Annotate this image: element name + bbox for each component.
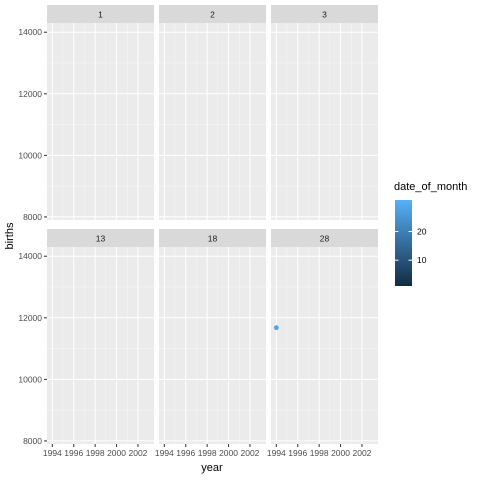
- facet-strip-label: 3: [322, 10, 327, 20]
- facet-strip: [159, 5, 266, 23]
- facet-panels: 1 2 3 13 18 28: [47, 5, 378, 444]
- facet-panel-18: 18: [159, 229, 266, 444]
- x-tick-label: 2002: [128, 448, 147, 458]
- facet-strip-label: 13: [96, 234, 106, 244]
- panel-background: [47, 23, 154, 220]
- x-tick-label: 2000: [331, 448, 350, 458]
- facet-strip: [271, 229, 378, 247]
- data-point: [273, 325, 279, 331]
- facet-strip: [271, 5, 378, 23]
- y-tick-label: 10000: [18, 150, 42, 160]
- x-tick-label: 1994: [43, 448, 62, 458]
- y-axes: 8000 10000 12000 14000 8000 10000 12000 14000: [18, 27, 47, 446]
- y-axis-title: births: [4, 222, 16, 249]
- x-tick-label: 1996: [288, 448, 307, 458]
- panel-background: [159, 247, 266, 444]
- facet-panel-1: 1: [47, 5, 154, 220]
- panel-background: [271, 23, 378, 220]
- facet-strip: [47, 5, 154, 23]
- facet-strip-label: 28: [320, 234, 330, 244]
- x-axis: 1994 1996 1998 2000 2002 1994 1996 1998 2000 2002…: [43, 444, 372, 458]
- x-tick-label: 1998: [198, 448, 217, 458]
- facet-panel-2: 2: [159, 5, 266, 220]
- x-tick-label: 2000: [107, 448, 126, 458]
- x-tick-label: 2002: [240, 448, 259, 458]
- y-tick-label: 12000: [18, 89, 42, 99]
- x-tick-label: 1996: [176, 448, 195, 458]
- y-tick-label: 14000: [18, 251, 42, 261]
- facet-strip: [159, 229, 266, 247]
- y-tick-label: 8000: [23, 212, 42, 222]
- colorbar-tick-label: 10: [417, 255, 427, 265]
- y-tick-label: 10000: [18, 374, 42, 384]
- x-tick-label: 1996: [64, 448, 83, 458]
- x-tick-label: 1998: [86, 448, 105, 458]
- panel-background: [47, 247, 154, 444]
- facet-panel-28: 28: [271, 229, 378, 444]
- x-tick-label: 2000: [219, 448, 238, 458]
- x-tick-label: 1994: [267, 448, 286, 458]
- panel-background: [271, 247, 378, 444]
- facet-panel-13: 13: [47, 229, 154, 444]
- panel-background: [159, 23, 266, 220]
- facet-strip-label: 1: [98, 10, 103, 20]
- legend: date_of_month 10 20: [394, 181, 467, 286]
- colorbar: [395, 200, 412, 286]
- colorbar-tick-label: 20: [417, 227, 427, 237]
- colorbar-ticks: 10 20: [395, 227, 427, 265]
- y-tick-label: 8000: [23, 436, 42, 446]
- facet-strip: [47, 229, 154, 247]
- facet-strip-label: 2: [210, 10, 215, 20]
- x-tick-label: 1994: [155, 448, 174, 458]
- y-tick-label: 14000: [18, 27, 42, 37]
- x-axis-title: year: [201, 462, 223, 474]
- facet-panel-3: 3: [271, 5, 378, 220]
- facet-strip-label: 18: [208, 234, 218, 244]
- x-tick-label: 1998: [310, 448, 329, 458]
- legend-title: date_of_month: [394, 181, 467, 193]
- x-tick-label: 2002: [352, 448, 371, 458]
- y-tick-label: 12000: [18, 313, 42, 323]
